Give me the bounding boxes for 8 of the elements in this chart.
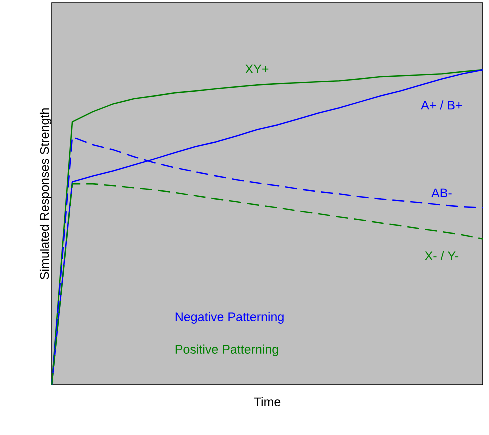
series-label: A+ / B+ (421, 100, 462, 110)
series-label: X- / Y- (425, 251, 459, 261)
x-axis-title: Time (254, 397, 281, 407)
series-label: XY+ (246, 64, 269, 74)
annotation: Negative Patterning (176, 312, 284, 324)
series-label: AB- (432, 188, 452, 198)
y-axis-title: Simulated Responses Strength (40, 108, 52, 280)
annotation: Positive Patterning (176, 344, 278, 356)
